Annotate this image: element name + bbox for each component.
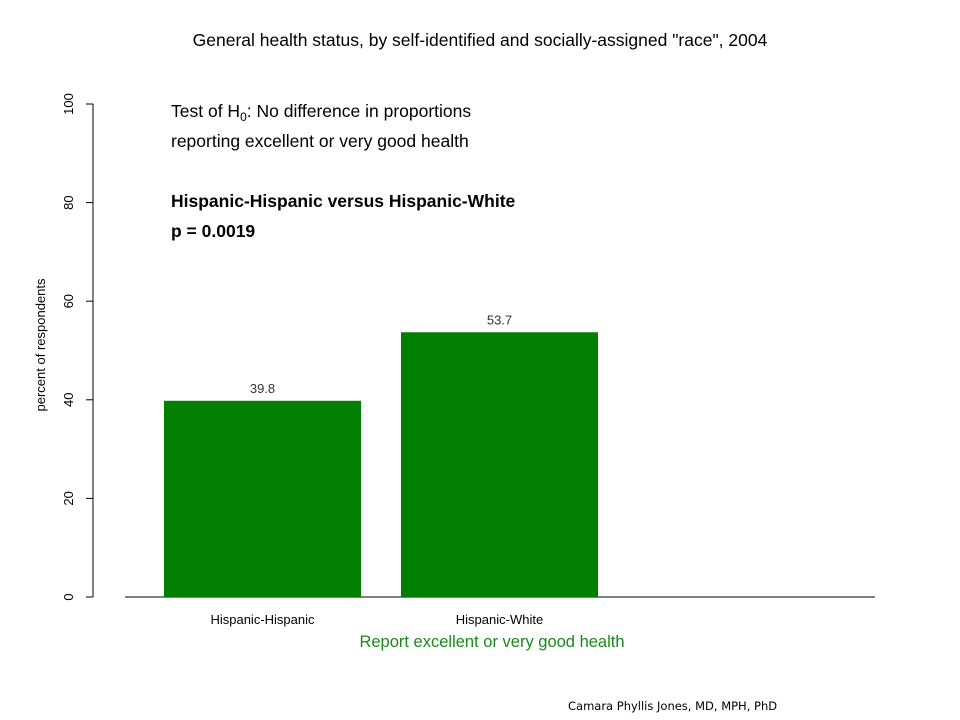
- annotation-line-1: Test of H0: No difference in proportions: [171, 101, 471, 124]
- annotation-line-4: p = 0.0019: [171, 221, 255, 241]
- x-axis-label: Report excellent or very good health: [359, 633, 624, 651]
- y-tick-label: 40: [61, 393, 76, 407]
- y-tick-label: 20: [61, 491, 76, 505]
- y-axis-ticks: 0 20 40 60 80 100: [61, 93, 93, 601]
- y-axis-label: percent of respondents: [33, 278, 48, 411]
- annotation-line-3: Hispanic-Hispanic versus Hispanic-White: [171, 191, 516, 211]
- y-tick-label: 80: [61, 195, 76, 209]
- y-tick-label: 0: [61, 593, 76, 600]
- annotation-line-2: reporting excellent or very good health: [171, 131, 469, 151]
- annotation-line-1-subscript: 0: [240, 110, 247, 124]
- category-label: Hispanic-White: [456, 612, 543, 627]
- author-credit: Camara Phyllis Jones, MD, MPH, PhD: [568, 699, 778, 713]
- annotation-line-1-prefix: Test of H: [171, 101, 240, 121]
- bar-value-label: 39.8: [250, 381, 275, 396]
- bars: 39.8 Hispanic-Hispanic 53.7 Hispanic-White: [164, 312, 598, 627]
- category-label: Hispanic-Hispanic: [210, 612, 315, 627]
- chart-title: General health status, by self-identifie…: [193, 30, 768, 50]
- bar-hispanic-white: [401, 332, 598, 597]
- bar-value-label: 53.7: [487, 312, 512, 327]
- annotation-line-1-suffix: : No difference in proportions: [247, 101, 472, 121]
- bar-hispanic-hispanic: [164, 400, 361, 597]
- y-tick-label: 100: [61, 93, 76, 115]
- y-tick-label: 60: [61, 294, 76, 308]
- annotation: Test of H0: No difference in proportions…: [171, 101, 516, 241]
